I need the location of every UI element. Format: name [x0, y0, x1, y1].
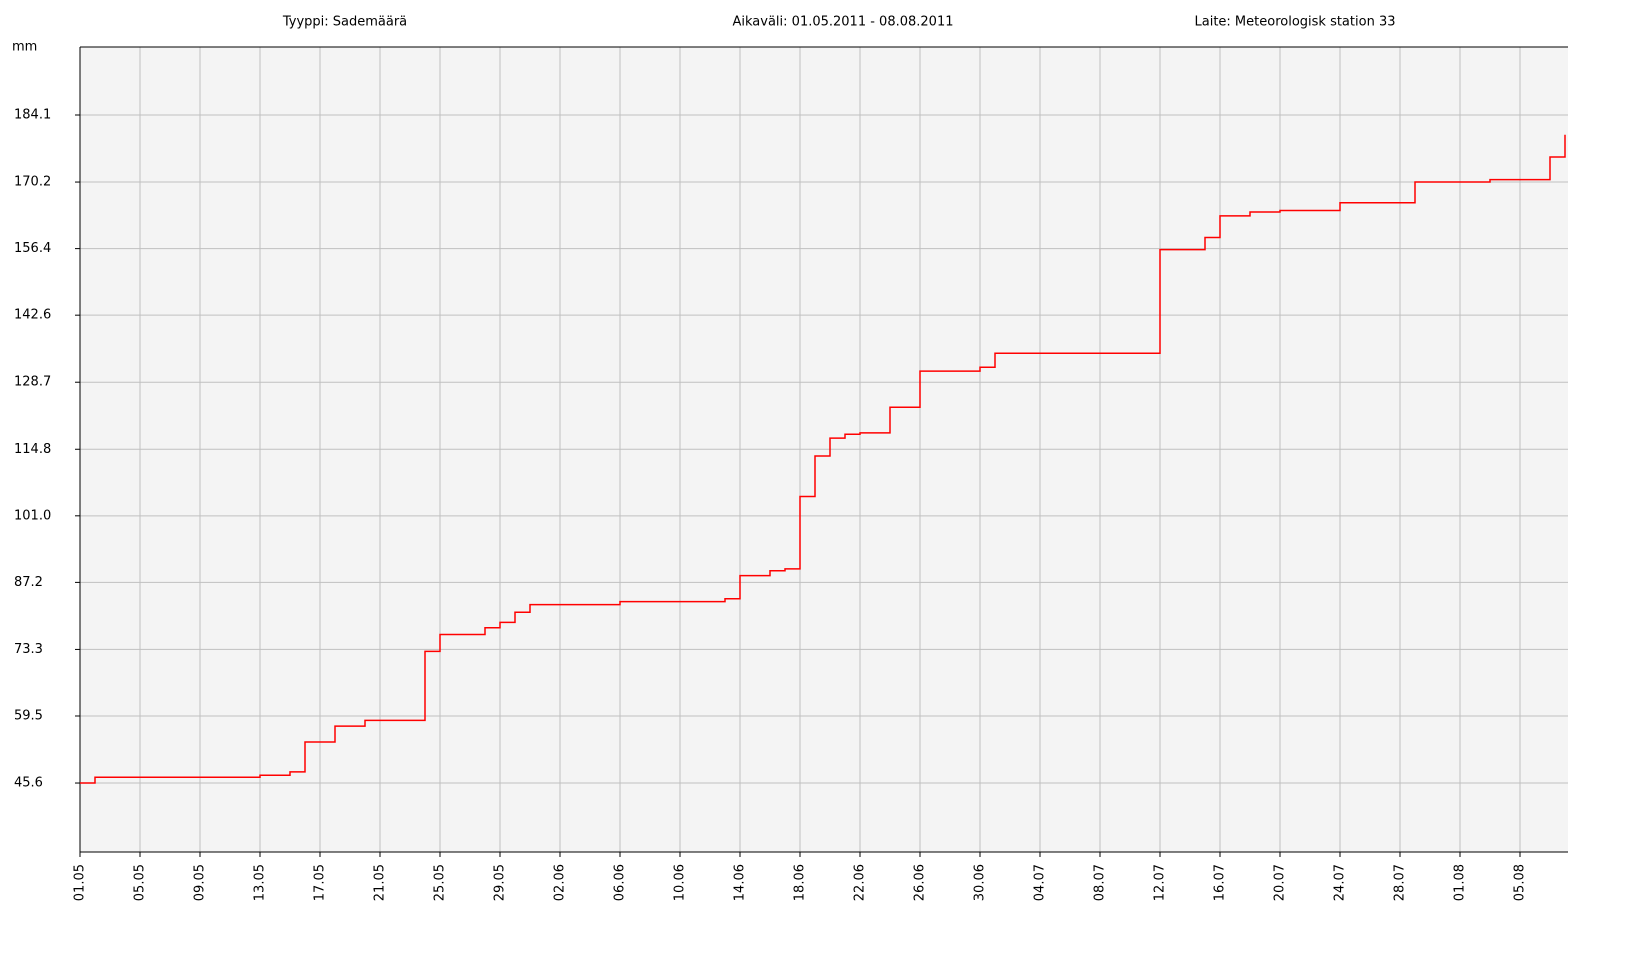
x-tick-label: 22.06	[853, 864, 868, 901]
x-tick-label: 08.07	[1093, 864, 1108, 901]
x-tick-label: 12.07	[1153, 864, 1168, 901]
y-tick-label: 73.3	[14, 642, 43, 657]
precipitation-line	[80, 134, 1566, 784]
y-tick-label: 170.2	[14, 175, 51, 190]
y-tick-label: 59.5	[14, 708, 43, 723]
x-tick-label: 02.06	[553, 864, 568, 901]
grid	[79, 47, 1568, 852]
x-tick-label: 01.05	[73, 864, 88, 901]
x-tick-label: 26.06	[913, 864, 928, 901]
x-tick-label: 25.05	[433, 864, 448, 901]
x-tick-label: 04.07	[1033, 864, 1048, 901]
x-tick-label: 13.05	[253, 864, 268, 901]
x-tick-label: 05.05	[133, 864, 148, 901]
x-tick-label: 18.06	[793, 864, 808, 901]
y-tick-label: 128.7	[14, 375, 51, 390]
x-tick-label: 28.07	[1393, 864, 1408, 901]
x-tick-label: 17.05	[313, 864, 328, 901]
y-tick-label: 156.4	[14, 241, 51, 256]
x-tick-label: 10.06	[673, 864, 688, 901]
x-tick-label: 01.08	[1453, 864, 1468, 901]
y-tick-label: 184.1	[14, 108, 51, 123]
header-device: Laite: Meteorologisk station 33	[1195, 15, 1396, 30]
y-tick-label: 45.6	[14, 776, 43, 791]
y-axis-label: mm	[12, 40, 37, 55]
x-tick-label: 30.06	[973, 864, 988, 901]
x-tick-label: 05.08	[1513, 864, 1528, 901]
x-tick-label: 20.07	[1273, 864, 1288, 901]
x-tick-label: 24.07	[1333, 864, 1348, 901]
x-tick-label: 09.05	[193, 864, 208, 901]
y-tick-label: 114.8	[14, 442, 51, 457]
y-tick-label: 101.0	[14, 508, 51, 523]
header-type: Tyyppi: Sademäärä	[282, 15, 407, 30]
y-tick-label: 87.2	[14, 575, 43, 590]
header-range: Aikaväli: 01.05.2011 - 08.08.2011	[733, 15, 954, 30]
x-tick-label: 16.07	[1213, 864, 1228, 901]
x-tick-label: 14.06	[733, 864, 748, 901]
x-tick-label: 06.06	[613, 864, 628, 901]
y-tick-label: 142.6	[14, 308, 51, 323]
x-tick-label: 29.05	[493, 864, 508, 901]
x-tick-label: 21.05	[373, 864, 388, 901]
